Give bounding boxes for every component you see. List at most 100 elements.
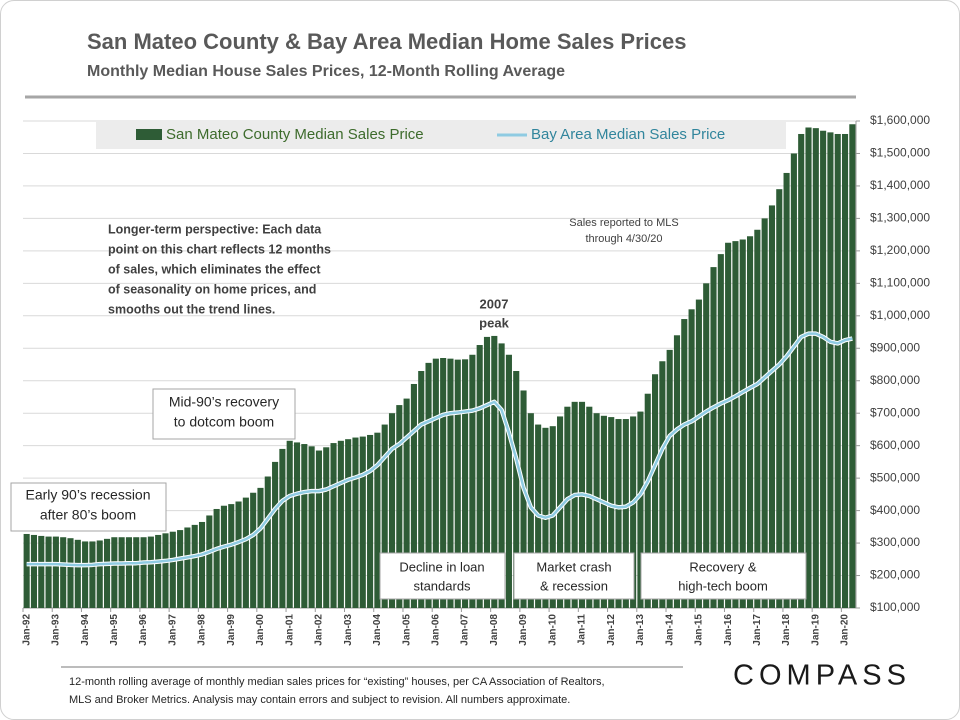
annotation-text: Market crash: [536, 559, 611, 574]
annotation-text: Recovery &: [689, 559, 757, 574]
annotation-text: after 80’s boom: [40, 507, 136, 523]
bar: [352, 437, 359, 608]
annotation-text: Mid-90’s recovery: [169, 394, 279, 410]
x-tick-label: Jan-13: [635, 614, 646, 646]
chart-subtitle: Monthly Median House Sales Prices, 12-Mo…: [87, 63, 565, 80]
bar: [60, 537, 67, 608]
annotation-text: smooths out the trend lines.: [108, 302, 275, 316]
annotation-text: Longer-term perspective: Each data: [108, 222, 322, 236]
annotation-box: [10, 482, 167, 532]
x-tick-label: Jan-03: [343, 614, 354, 646]
bar: [739, 239, 746, 608]
bar: [220, 505, 227, 608]
bar: [118, 537, 125, 608]
annotation-text: of sales, which eliminates the effect: [108, 262, 321, 276]
bar: [315, 450, 322, 608]
annotation-text: point on this chart reflects 12 months: [108, 242, 331, 256]
annotation-text: Decline in loan: [399, 559, 484, 574]
bar: [82, 541, 89, 608]
y-tick-label: $900,000: [870, 340, 920, 354]
bar: [425, 362, 432, 608]
bar: [206, 515, 213, 608]
x-tick-label: Jan-10: [547, 614, 558, 646]
legend-label: Bay Area Median Sales Price: [531, 126, 725, 143]
bar: [177, 530, 184, 608]
y-tick-label: $100,000: [870, 600, 920, 614]
bar: [396, 405, 403, 608]
bar: [235, 501, 242, 608]
y-tick-label: $600,000: [870, 438, 920, 452]
bar: [447, 358, 454, 608]
annotation-text: standards: [413, 578, 471, 593]
bar: [250, 492, 257, 608]
x-tick-label: Jan-01: [284, 614, 295, 646]
bar: [147, 536, 154, 608]
bar: [586, 406, 593, 608]
bar: [359, 436, 366, 608]
y-tick-label: $500,000: [870, 470, 920, 484]
x-tick-label: Jan-15: [694, 614, 705, 646]
bar: [790, 153, 797, 608]
annotation-text: & recession: [540, 578, 608, 593]
y-tick-label: $1,300,000: [870, 211, 930, 225]
bar: [52, 536, 59, 608]
bar: [849, 124, 856, 608]
bar: [593, 413, 600, 608]
x-tick-label: Jan-04: [372, 614, 383, 646]
annotation-text: 2007: [480, 296, 509, 311]
annotation-text: of seasonality on home prices, and: [108, 282, 316, 296]
bar: [805, 127, 812, 608]
bar: [440, 358, 447, 608]
x-tick-label: Jan-98: [197, 614, 208, 646]
bar: [820, 130, 827, 609]
y-tick-label: $300,000: [870, 535, 920, 549]
bar: [725, 242, 732, 608]
bar: [841, 133, 849, 608]
bar: [140, 537, 147, 608]
bar: [652, 374, 659, 608]
annotation-text: to dotcom boom: [174, 414, 274, 430]
bar: [213, 508, 220, 608]
logo: COMPASS: [733, 660, 911, 692]
bar: [264, 476, 271, 608]
y-tick-label: $200,000: [870, 568, 920, 582]
bar: [323, 447, 330, 608]
annotation-text: Early 90’s recession: [25, 487, 150, 503]
bar: [418, 370, 425, 608]
x-tick-label: Jan-17: [752, 614, 763, 646]
bar: [798, 133, 805, 608]
bar: [783, 172, 790, 609]
bar: [630, 416, 637, 608]
x-tick-label: Jan-20: [840, 614, 851, 646]
bar: [272, 461, 279, 608]
bar: [89, 541, 96, 608]
bar: [622, 419, 629, 608]
bar: [732, 241, 739, 609]
x-tick-label: Jan-96: [138, 614, 149, 646]
bar: [688, 309, 695, 608]
y-tick-label: $1,200,000: [870, 243, 930, 257]
bar: [155, 534, 162, 608]
bar: [184, 527, 191, 608]
y-tick-label: $1,500,000: [870, 146, 930, 160]
bar: [198, 521, 206, 608]
x-tick-label: Jan-07: [460, 614, 471, 646]
bar: [30, 534, 38, 608]
bar: [169, 531, 176, 608]
bar: [45, 536, 52, 608]
bar: [23, 533, 30, 608]
bar: [681, 319, 688, 608]
bar: [103, 538, 111, 608]
legend-label: San Mateo County Median Sales Price: [166, 126, 424, 143]
bar: [578, 401, 586, 608]
annotation-text: Sales reported to MLS: [569, 217, 678, 229]
bar: [228, 504, 235, 608]
x-tick-label: Jan-08: [489, 614, 500, 646]
bar: [125, 537, 133, 608]
y-tick-label: $700,000: [870, 405, 920, 419]
bar: [644, 393, 651, 608]
annotation-box: [513, 552, 635, 600]
x-tick-label: Jan-97: [167, 614, 178, 646]
